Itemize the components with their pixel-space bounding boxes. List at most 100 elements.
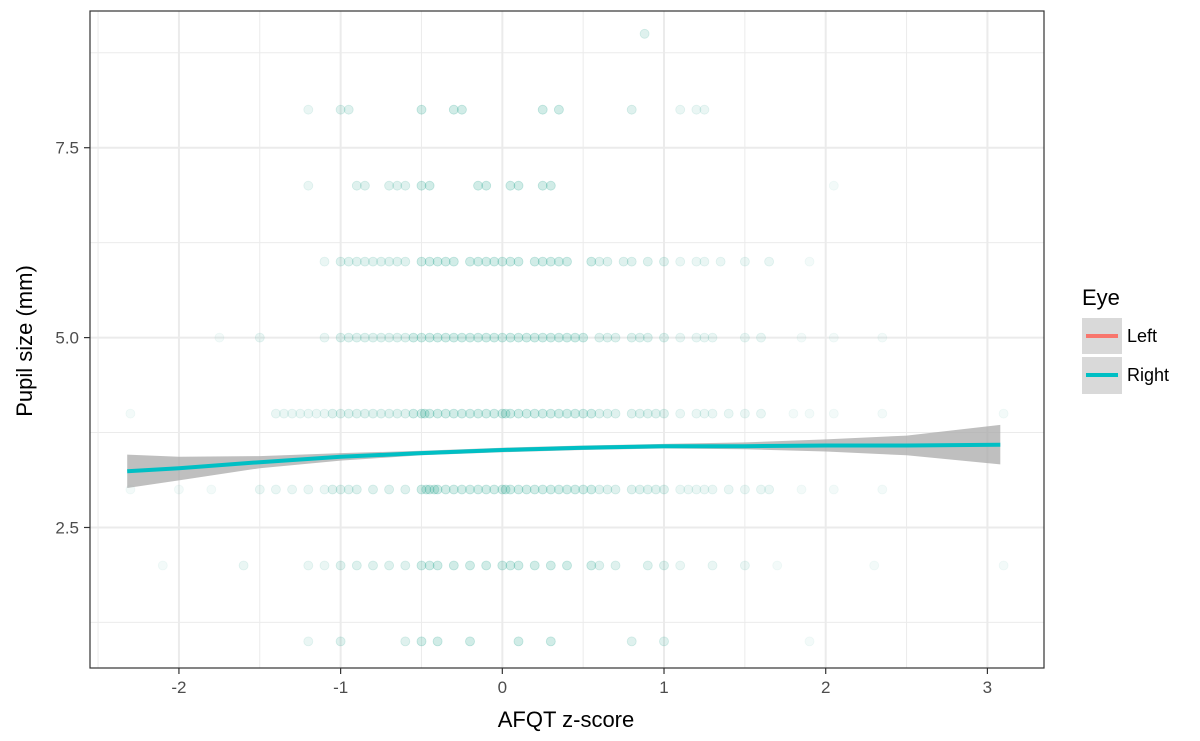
data-point [594,332,605,343]
data-point [368,560,378,571]
data-point [626,104,637,115]
y-axis-title: Pupil size (mm) [12,265,37,417]
data-point [764,484,774,495]
data-point [206,484,217,495]
data-point [537,180,548,191]
data-point [327,484,338,495]
data-point [505,180,516,191]
data-point [465,636,475,647]
data-point [416,256,427,267]
data-point [400,560,411,571]
data-point [691,104,702,115]
data-point [642,332,653,343]
data-point [359,332,370,343]
data-point [562,332,572,343]
data-point [392,332,403,343]
data-point [335,636,346,647]
data-point [804,636,815,647]
data-point [562,256,572,267]
data-point [513,560,524,571]
data-point [465,408,475,419]
data-point [756,408,766,419]
data-point [287,408,298,419]
data-point [634,408,645,419]
data-point [376,408,387,419]
data-point [642,408,653,419]
data-point [699,484,710,495]
data-point [740,408,750,419]
data-point [537,332,548,343]
data-point [440,484,451,495]
data-point [562,408,572,419]
data-point [828,180,839,191]
data-point [440,408,451,419]
data-point [408,332,419,343]
data-point [675,332,686,343]
data-point [537,484,548,495]
data-point [473,484,484,495]
x-tick-label: 1 [659,678,668,697]
data-point [651,484,661,495]
data-point [594,560,605,571]
data-point [448,256,459,267]
data-point [384,332,395,343]
data-point [456,104,467,115]
data-point [707,484,718,495]
data-point [537,408,548,419]
data-point [303,408,314,419]
data-point [578,332,589,343]
data-point [424,408,435,419]
data-point [756,484,766,495]
data-point [456,408,467,419]
data-point [270,408,281,419]
data-point [473,180,484,191]
data-point [610,408,621,419]
data-point [343,104,354,115]
major-gridlines [90,11,1044,668]
data-point [570,408,580,419]
data-point [877,484,888,495]
data-point [465,484,475,495]
data-point [699,332,710,343]
data-point [359,256,370,267]
data-point [416,560,427,571]
data-point [424,484,435,495]
minor-gridlines [90,11,1044,668]
data-point [319,484,330,495]
data-point [343,332,354,343]
data-point [998,560,1009,571]
data-point [303,560,314,571]
x-axis: -2 -1 0 1 2 3 [171,668,992,697]
data-point [659,408,669,419]
data-point [421,484,432,495]
data-point [529,408,540,419]
data-point [473,256,484,267]
data-point [400,332,411,343]
data-point [384,408,395,419]
data-point [214,332,225,343]
data-point [877,408,888,419]
data-point [740,256,750,267]
data-point [359,408,370,419]
data-point [481,560,492,571]
data-point [368,256,378,267]
data-point [521,484,532,495]
data-point [562,484,572,495]
data-point [392,180,403,191]
x-axis-title: AFQT z-score [498,707,635,732]
data-point [545,256,556,267]
data-point [497,484,508,495]
data-point [416,332,427,343]
data-point [513,484,524,495]
data-point [392,256,403,267]
data-point [448,484,459,495]
data-point [489,484,500,495]
data-point [529,332,540,343]
data-point [497,332,508,343]
data-point [723,484,734,495]
data-point [440,332,451,343]
data-point [602,408,613,419]
data-point [642,484,653,495]
data-point [448,408,459,419]
data-point [505,560,516,571]
